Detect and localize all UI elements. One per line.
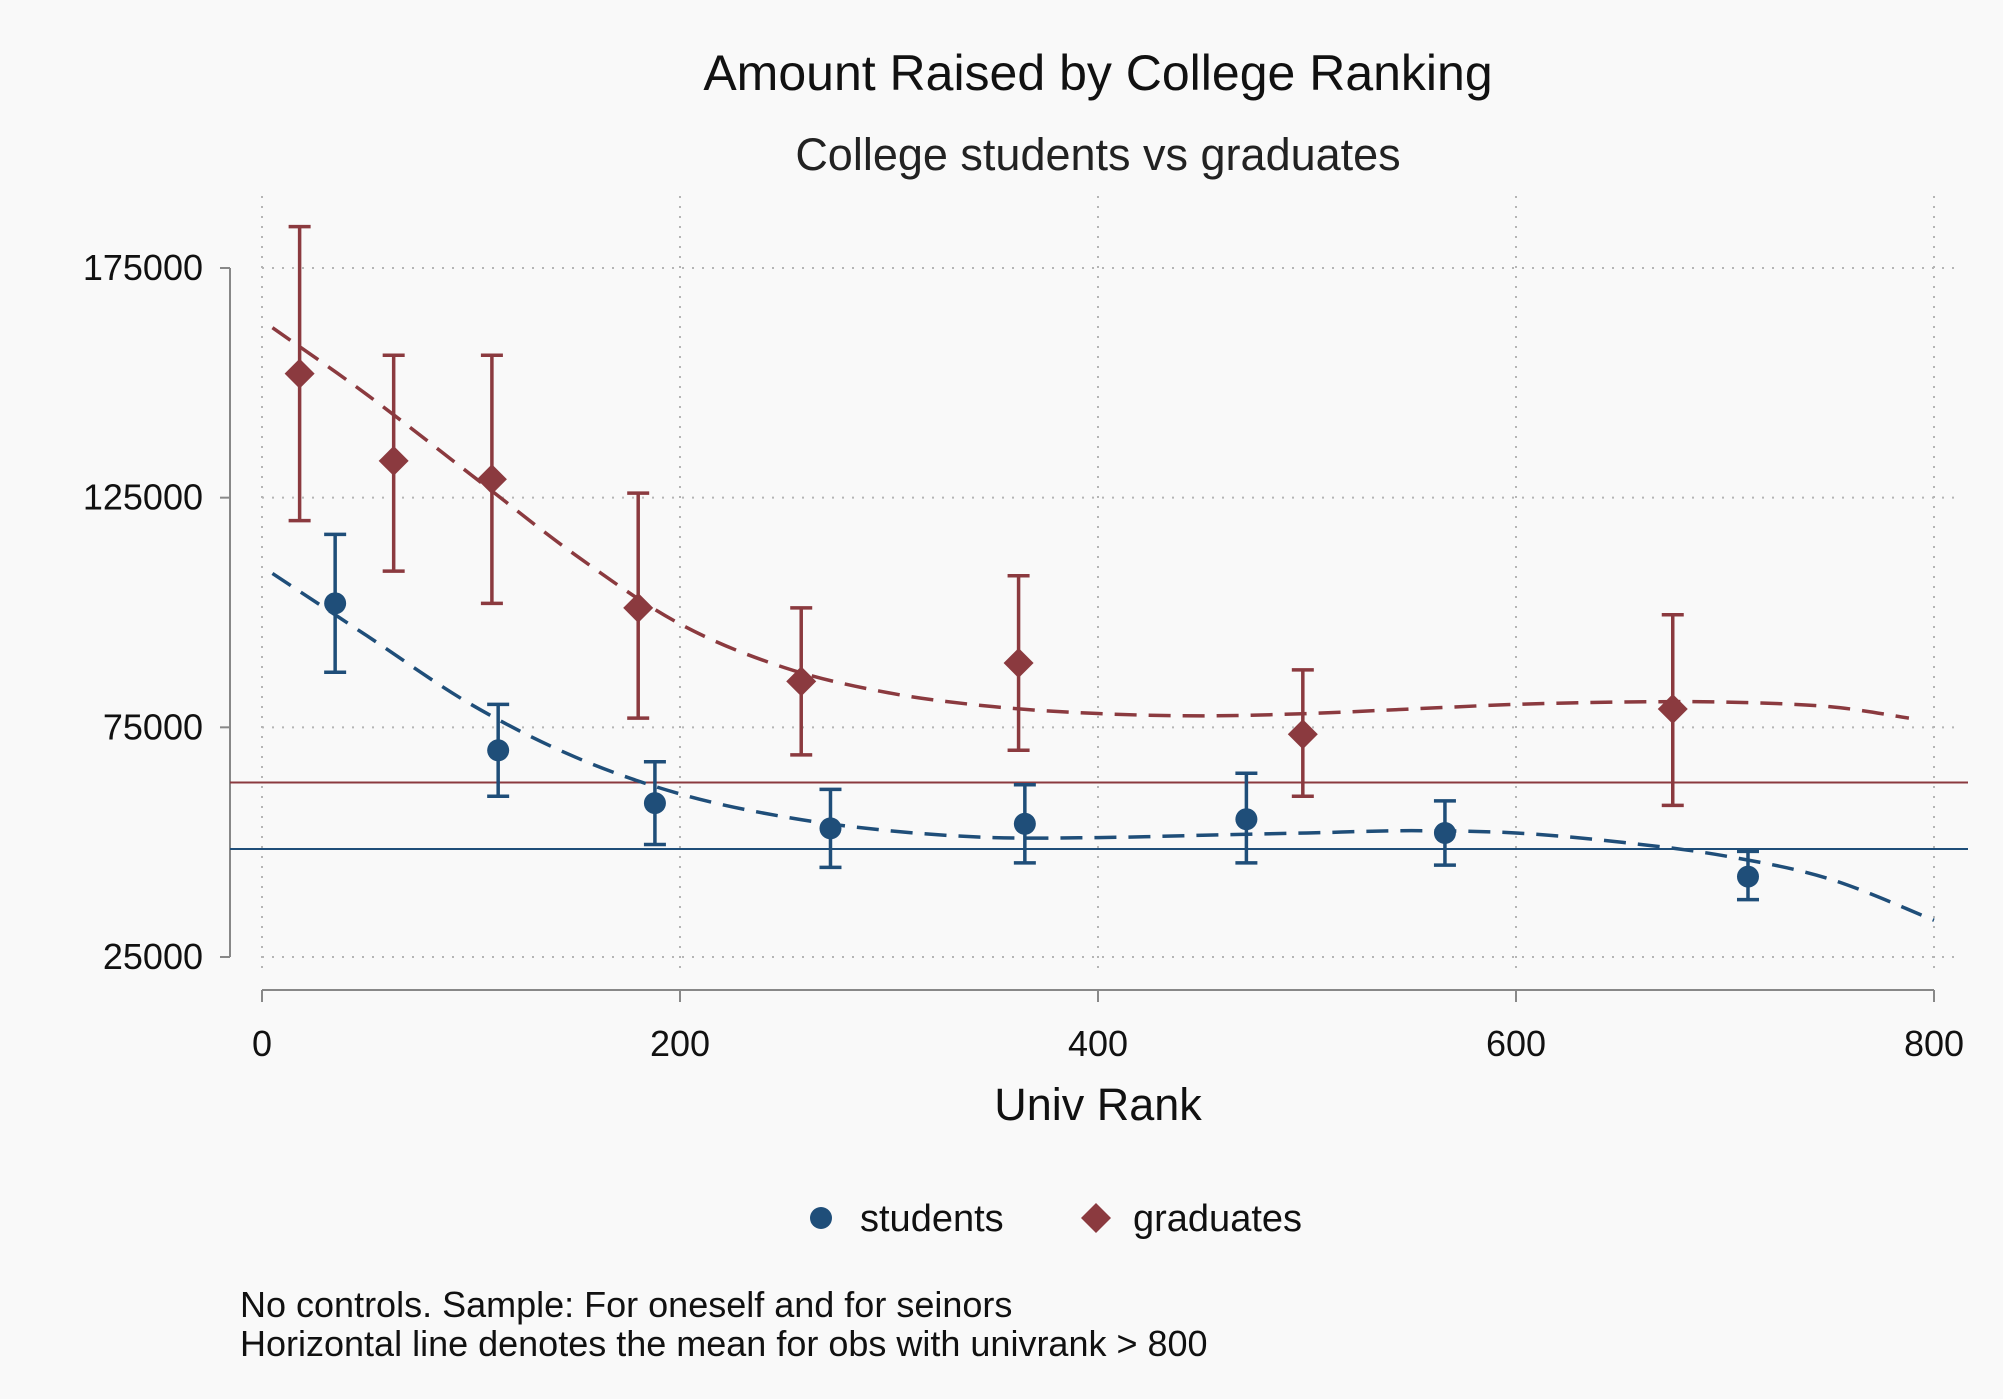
graduates-point <box>284 358 315 389</box>
graduates-point <box>378 445 409 476</box>
y-tick-label: 25000 <box>103 936 203 977</box>
students-legend-marker <box>810 1207 832 1229</box>
graduates-legend-marker <box>1081 1203 1111 1233</box>
students-point <box>819 817 842 840</box>
note-line-1: No controls. Sample: For oneself and for… <box>240 1284 1012 1325</box>
y-tick-label: 75000 <box>103 706 203 747</box>
markers <box>284 358 1759 888</box>
note-line-2: Horizontal line denotes the mean for obs… <box>240 1323 1208 1364</box>
y-tick-label: 175000 <box>83 247 203 288</box>
axes: 25000 75000 125000 175000 0 200 400 600 800 <box>83 247 1964 1064</box>
graduates-fit-line <box>271 326 1910 720</box>
graduates-point <box>1287 719 1318 750</box>
graduates-point <box>1003 648 1034 679</box>
students-point <box>643 792 666 815</box>
y-tick-label: 125000 <box>83 477 203 518</box>
legend: students graduates <box>810 1198 1302 1240</box>
graduates-legend-label: graduates <box>1133 1198 1302 1240</box>
students-point <box>1736 865 1759 888</box>
x-tick-label: 600 <box>1486 1023 1546 1064</box>
students-point <box>487 739 510 762</box>
students-legend-label: students <box>860 1198 1004 1240</box>
chart-title: Amount Raised by College Ranking <box>703 45 1492 101</box>
students-point <box>1433 821 1456 844</box>
graduates-point <box>786 666 817 697</box>
students-fit-line <box>271 571 1935 922</box>
x-axis-label: Univ Rank <box>994 1079 1202 1130</box>
x-tick-label: 800 <box>1904 1023 1964 1064</box>
graduates-point <box>623 592 654 623</box>
grid <box>261 196 1962 975</box>
students-point <box>1235 808 1258 831</box>
x-tick-label: 400 <box>1068 1023 1128 1064</box>
graduates-point <box>476 464 507 495</box>
chart-subtitle: College students vs graduates <box>795 129 1400 180</box>
graduates-point <box>1657 693 1688 724</box>
x-tick-label: 200 <box>650 1023 710 1064</box>
error-bars <box>288 224 1759 902</box>
fit-lines <box>271 326 1935 922</box>
x-tick-label: 0 <box>252 1023 272 1064</box>
students-point <box>1013 812 1036 835</box>
students-point <box>324 592 347 615</box>
